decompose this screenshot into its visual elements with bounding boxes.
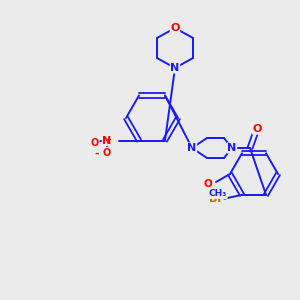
Text: CH₃: CH₃ [209, 190, 227, 199]
Text: O: O [103, 148, 111, 158]
Text: O: O [91, 137, 99, 148]
Text: N: N [188, 143, 196, 153]
Text: N: N [102, 136, 112, 146]
Text: -: - [95, 148, 99, 158]
Text: N: N [170, 63, 180, 73]
Text: O: O [204, 179, 212, 189]
Text: Br: Br [209, 194, 223, 204]
Text: +: + [105, 136, 111, 142]
Text: O: O [170, 23, 180, 33]
Text: O: O [252, 124, 262, 134]
Text: N: N [227, 143, 237, 153]
